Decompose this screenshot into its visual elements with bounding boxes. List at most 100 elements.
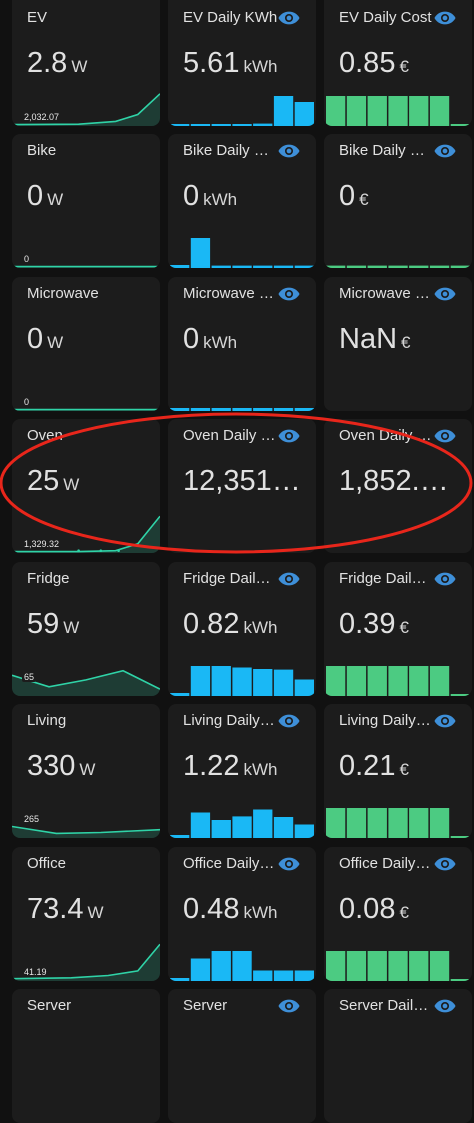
energy-card-fridge-daily[interactable]: Fridge Daily… 0.82 kWh	[168, 562, 316, 696]
power-card-fridge[interactable]: Fridge 59 W 65	[12, 562, 160, 696]
eye-icon[interactable]	[278, 143, 300, 159]
eye-icon[interactable]	[434, 713, 456, 729]
cost-card-fridge-daily[interactable]: Fridge Daily… 0.39 €	[324, 562, 472, 696]
bar	[346, 951, 367, 981]
sparkline-line	[12, 825, 160, 835]
eye-icon[interactable]	[278, 428, 300, 444]
bar	[450, 265, 470, 268]
bar	[346, 666, 367, 696]
value-unit: kWh	[203, 190, 238, 209]
eye-icon[interactable]	[434, 143, 456, 159]
eye-icon[interactable]	[434, 998, 456, 1014]
energy-card-microwave[interactable]: Microwave … 0 kWh	[168, 277, 316, 411]
value-number: 330	[27, 750, 76, 782]
bar	[253, 265, 273, 268]
bar	[450, 124, 470, 126]
bar	[190, 124, 211, 126]
cost-card-microwave[interactable]: Microwave … NaN €	[324, 277, 472, 411]
power-card-microwave[interactable]: Microwave 0 W 0	[12, 277, 160, 411]
energy-bar-chart	[170, 666, 314, 696]
bar	[367, 808, 387, 838]
eye-icon[interactable]	[278, 713, 300, 729]
value-number: 2.8	[27, 47, 68, 79]
eye-icon[interactable]	[278, 998, 300, 1014]
power-card-bike[interactable]: Bike 0 W 0	[12, 134, 160, 268]
sparkline-min-label: 0	[22, 397, 32, 407]
eye-icon[interactable]	[278, 571, 300, 587]
value-unit: W	[63, 618, 80, 637]
value-unit: W	[71, 57, 88, 76]
bar	[450, 836, 470, 838]
bar	[294, 824, 314, 838]
bar	[409, 808, 429, 838]
card-title: Microwave …	[183, 285, 274, 302]
eye-icon[interactable]	[278, 856, 300, 872]
card-title: EV Daily KWh	[183, 9, 278, 26]
value-unit: kWh	[243, 760, 278, 779]
energy-card-server[interactable]: Server	[168, 989, 316, 1123]
bar	[450, 694, 470, 696]
card-title: Living Daily …	[183, 712, 278, 729]
sparkline-area	[12, 826, 160, 838]
eye-icon[interactable]	[278, 286, 300, 302]
power-card-living[interactable]: Living 330 W 265	[12, 704, 160, 838]
power-card-ev[interactable]: EV 2.8 W 2,032.07	[12, 0, 160, 126]
card-title: Bike Daily C…	[339, 142, 434, 159]
energy-card-oven-daily[interactable]: Oven Daily … 12,351…	[168, 419, 316, 553]
value-number: 12,351…	[183, 465, 301, 497]
cost-card-server-daily[interactable]: Server Daily…	[324, 989, 472, 1123]
value-number: 0	[183, 180, 200, 212]
value-unit: W	[47, 190, 64, 209]
eye-icon[interactable]	[434, 286, 456, 302]
cost-bar-chart	[326, 265, 470, 268]
eye-icon[interactable]	[434, 428, 456, 444]
power-card-server[interactable]: Server	[12, 989, 160, 1123]
bar	[294, 679, 314, 696]
eye-icon[interactable]	[434, 856, 456, 872]
bar	[429, 666, 450, 696]
bar	[388, 265, 408, 268]
sparkline-min-label: 0	[22, 254, 32, 264]
bar	[211, 124, 231, 126]
cost-card-bike-daily-c[interactable]: Bike Daily C… 0 €	[324, 134, 472, 268]
bar	[326, 951, 346, 981]
energy-card-ev-daily-kwh[interactable]: EV Daily KWh 5.61 kWh	[168, 0, 316, 126]
power-sparkline	[12, 265, 160, 268]
eye-icon[interactable]	[434, 571, 456, 587]
sparkline-point	[117, 549, 120, 552]
bar	[273, 96, 294, 126]
power-card-oven[interactable]: Oven 25 W 1,329.32	[12, 419, 160, 553]
bar	[190, 958, 211, 981]
bar	[211, 666, 231, 696]
energy-bar-chart	[170, 951, 314, 981]
value-unit: W	[79, 760, 96, 779]
value-number: 0	[339, 180, 356, 212]
value-number: 0	[27, 323, 44, 355]
eye-icon[interactable]	[434, 10, 456, 26]
card-title: Fridge	[27, 570, 70, 587]
card-title: EV	[27, 9, 48, 26]
bar	[326, 666, 346, 696]
card-title: Bike Daily K…	[183, 142, 278, 159]
energy-card-office-daily[interactable]: Office Daily … 0.48 kWh	[168, 847, 316, 981]
card-value: 0.08 €	[339, 893, 409, 926]
power-card-office[interactable]: Office 73.4 W 41.19	[12, 847, 160, 981]
bar	[409, 265, 429, 268]
energy-card-living-daily[interactable]: Living Daily … 1.22 kWh	[168, 704, 316, 838]
cost-card-living-daily[interactable]: Living Daily … 0.21 €	[324, 704, 472, 838]
card-title: Office Daily …	[183, 855, 278, 872]
value-unit: W	[47, 333, 64, 352]
cost-card-oven-daily[interactable]: Oven Daily … 1,852.…	[324, 419, 472, 553]
bar	[367, 951, 387, 981]
bar	[170, 978, 190, 981]
card-title: Microwave …	[339, 285, 430, 302]
card-title: EV Daily Cost	[339, 9, 432, 26]
cost-card-ev-daily-cost[interactable]: EV Daily Cost 0.85 €	[324, 0, 472, 126]
value-number: 1.22	[183, 750, 240, 782]
card-title: Office	[27, 855, 66, 872]
energy-card-bike-daily-k[interactable]: Bike Daily K… 0 kWh	[168, 134, 316, 268]
bar	[326, 265, 346, 268]
cost-card-office-daily[interactable]: Office Daily … 0.08 €	[324, 847, 472, 981]
card-value: 0.48 kWh	[183, 893, 277, 926]
eye-icon[interactable]	[278, 10, 300, 26]
